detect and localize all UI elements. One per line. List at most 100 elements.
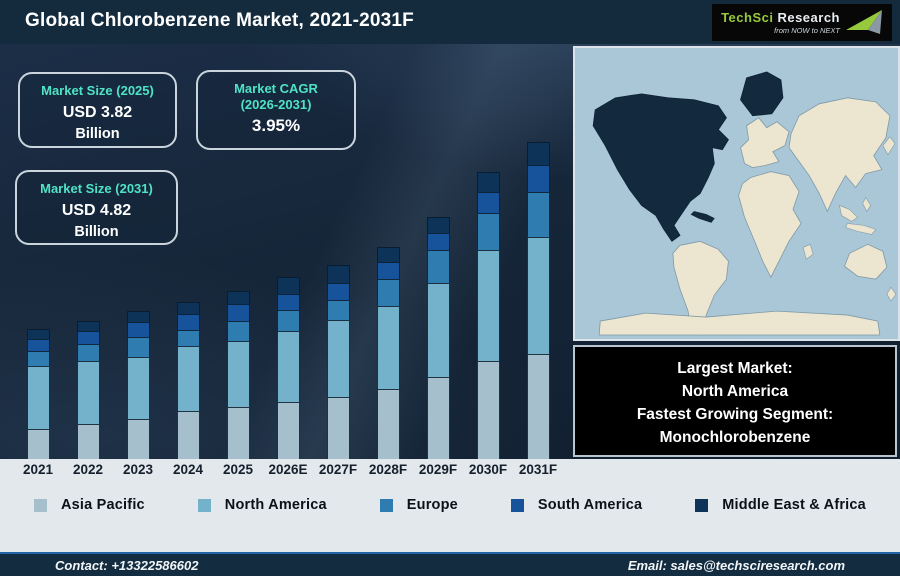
legend-item-south-america: South America [510, 497, 642, 513]
logo-brand-secondary: Research [777, 10, 840, 25]
bar-segment-europe [426, 250, 450, 283]
fastest-segment-value: Monochlorobenzene [659, 429, 811, 446]
footer-bar: Contact: +13322586602 Email: sales@techs… [0, 552, 900, 576]
bar-segment-middle-east-africa [526, 142, 550, 165]
x-axis-label: 2031F [518, 462, 558, 477]
map-japan [882, 136, 896, 156]
bar-segment-asia-pacific [426, 377, 450, 459]
bar-column-2021 [13, 44, 63, 459]
bar-segment-europe [26, 351, 50, 366]
map-indonesia [845, 223, 877, 235]
map-europe [740, 117, 790, 169]
logo-arrow-icon [846, 9, 882, 34]
bar-segment-north-america [176, 346, 200, 411]
x-axis-labels: 2021 2022 2023 2024 2025 2026E 2027F 2028F 2029F… [13, 462, 563, 477]
bar-segment-europe [276, 310, 300, 331]
stacked-bar [326, 265, 350, 459]
x-axis-label: 2022 [72, 462, 104, 477]
bar-segment-middle-east-africa [326, 265, 350, 283]
bar-segment-middle-east-africa [26, 329, 50, 339]
logo-brand-primary: TechSci [721, 10, 774, 25]
map-greenland [740, 71, 784, 117]
bar-segment-europe [376, 279, 400, 306]
bar-segment-south-america [226, 304, 250, 321]
legend-label: Asia Pacific [61, 497, 145, 513]
legend-item-north-america: North America [197, 497, 327, 513]
fastest-segment-label: Fastest Growing Segment: [636, 406, 834, 423]
stacked-bar [526, 142, 550, 459]
bar-segment-asia-pacific [326, 397, 350, 459]
stacked-bar [476, 172, 500, 459]
bar-column-2030F [463, 44, 513, 459]
map-philippines [862, 196, 872, 213]
stacked-bar-chart [13, 44, 563, 459]
bar-segment-north-america [226, 341, 250, 407]
world-map-svg [575, 48, 898, 339]
legend-swatch [695, 498, 709, 512]
bar-segment-asia-pacific [126, 419, 150, 459]
stat-unit: Billion [75, 126, 120, 142]
bar-column-2026E [263, 44, 313, 459]
bottom-strip: 2021 2022 2023 2024 2025 2026E 2027F 2028F 2029F… [0, 459, 900, 552]
bar-segment-middle-east-africa [176, 302, 200, 314]
x-axis-label: 2029F [418, 462, 458, 477]
bar-segment-south-america [76, 331, 100, 344]
stat-label-line2: (2026-2031) [240, 97, 312, 112]
x-axis-label: 2030F [468, 462, 508, 477]
bar-segment-south-america [426, 233, 450, 250]
bar-column-2031F [513, 44, 563, 459]
bar-segment-asia-pacific [526, 354, 550, 459]
bar-column-2027F [313, 44, 363, 459]
bar-column-2025 [213, 44, 263, 459]
stacked-bar [226, 291, 250, 459]
stat-box-market-cagr: Market CAGR (2026-2031) 3.95% [196, 70, 356, 150]
largest-market-label: Largest Market: [677, 360, 793, 377]
stat-unit: Billion [74, 224, 119, 240]
stacked-bar [426, 217, 450, 459]
bar-segment-south-america [476, 192, 500, 213]
x-axis-label: 2021 [22, 462, 54, 477]
map-antarctica [598, 310, 881, 336]
bar-segment-europe [526, 192, 550, 237]
bar-column-2028F [363, 44, 413, 459]
bar-segment-asia-pacific [176, 411, 200, 459]
bar-segment-south-america [176, 314, 200, 330]
bar-segment-south-america [526, 165, 550, 192]
bar-segment-north-america [426, 283, 450, 377]
x-axis-label: 2026E [268, 462, 308, 477]
bar-segment-north-america [276, 331, 300, 402]
map-africa [738, 171, 802, 279]
bar-segment-north-america [526, 237, 550, 354]
x-axis-label: 2028F [368, 462, 408, 477]
bar-segment-asia-pacific [226, 407, 250, 459]
legend-item-middle-east-africa: Middle East & Africa [695, 497, 866, 513]
x-axis-label: 2024 [172, 462, 204, 477]
bar-column-2022 [63, 44, 113, 459]
bar-segment-europe [176, 330, 200, 346]
bar-column-2024 [163, 44, 213, 459]
bar-segment-north-america [376, 306, 400, 389]
bar-segment-europe [326, 300, 350, 320]
legend-swatch [510, 498, 524, 512]
page-title: Global Chlorobenzene Market, 2021-2031F [25, 10, 414, 31]
stat-label: Market Size (2031) [40, 181, 153, 196]
legend-item-asia-pacific: Asia Pacific [34, 497, 145, 513]
bar-segment-europe [76, 344, 100, 361]
stat-value: USD 3.82 [62, 104, 133, 121]
x-axis-label: 2025 [222, 462, 254, 477]
bar-segment-south-america [276, 294, 300, 310]
bar-segment-south-america [326, 283, 350, 300]
stacked-bar [176, 302, 200, 459]
x-axis-label: 2027F [318, 462, 358, 477]
map-new-zealand [886, 286, 897, 302]
stacked-bar [376, 247, 400, 459]
stat-box-market-size-2025: Market Size (2025) USD 3.82 Billion [18, 72, 177, 148]
bar-segment-asia-pacific [76, 424, 100, 459]
bar-column-2023 [113, 44, 163, 459]
logo-tagline: from NOW to NEXT [774, 26, 840, 35]
legend-swatch [197, 498, 211, 512]
techsci-logo: TechSci Research from NOW to NEXT [712, 4, 892, 41]
bar-segment-middle-east-africa [376, 247, 400, 262]
stat-value: USD 4.82 [61, 202, 132, 219]
